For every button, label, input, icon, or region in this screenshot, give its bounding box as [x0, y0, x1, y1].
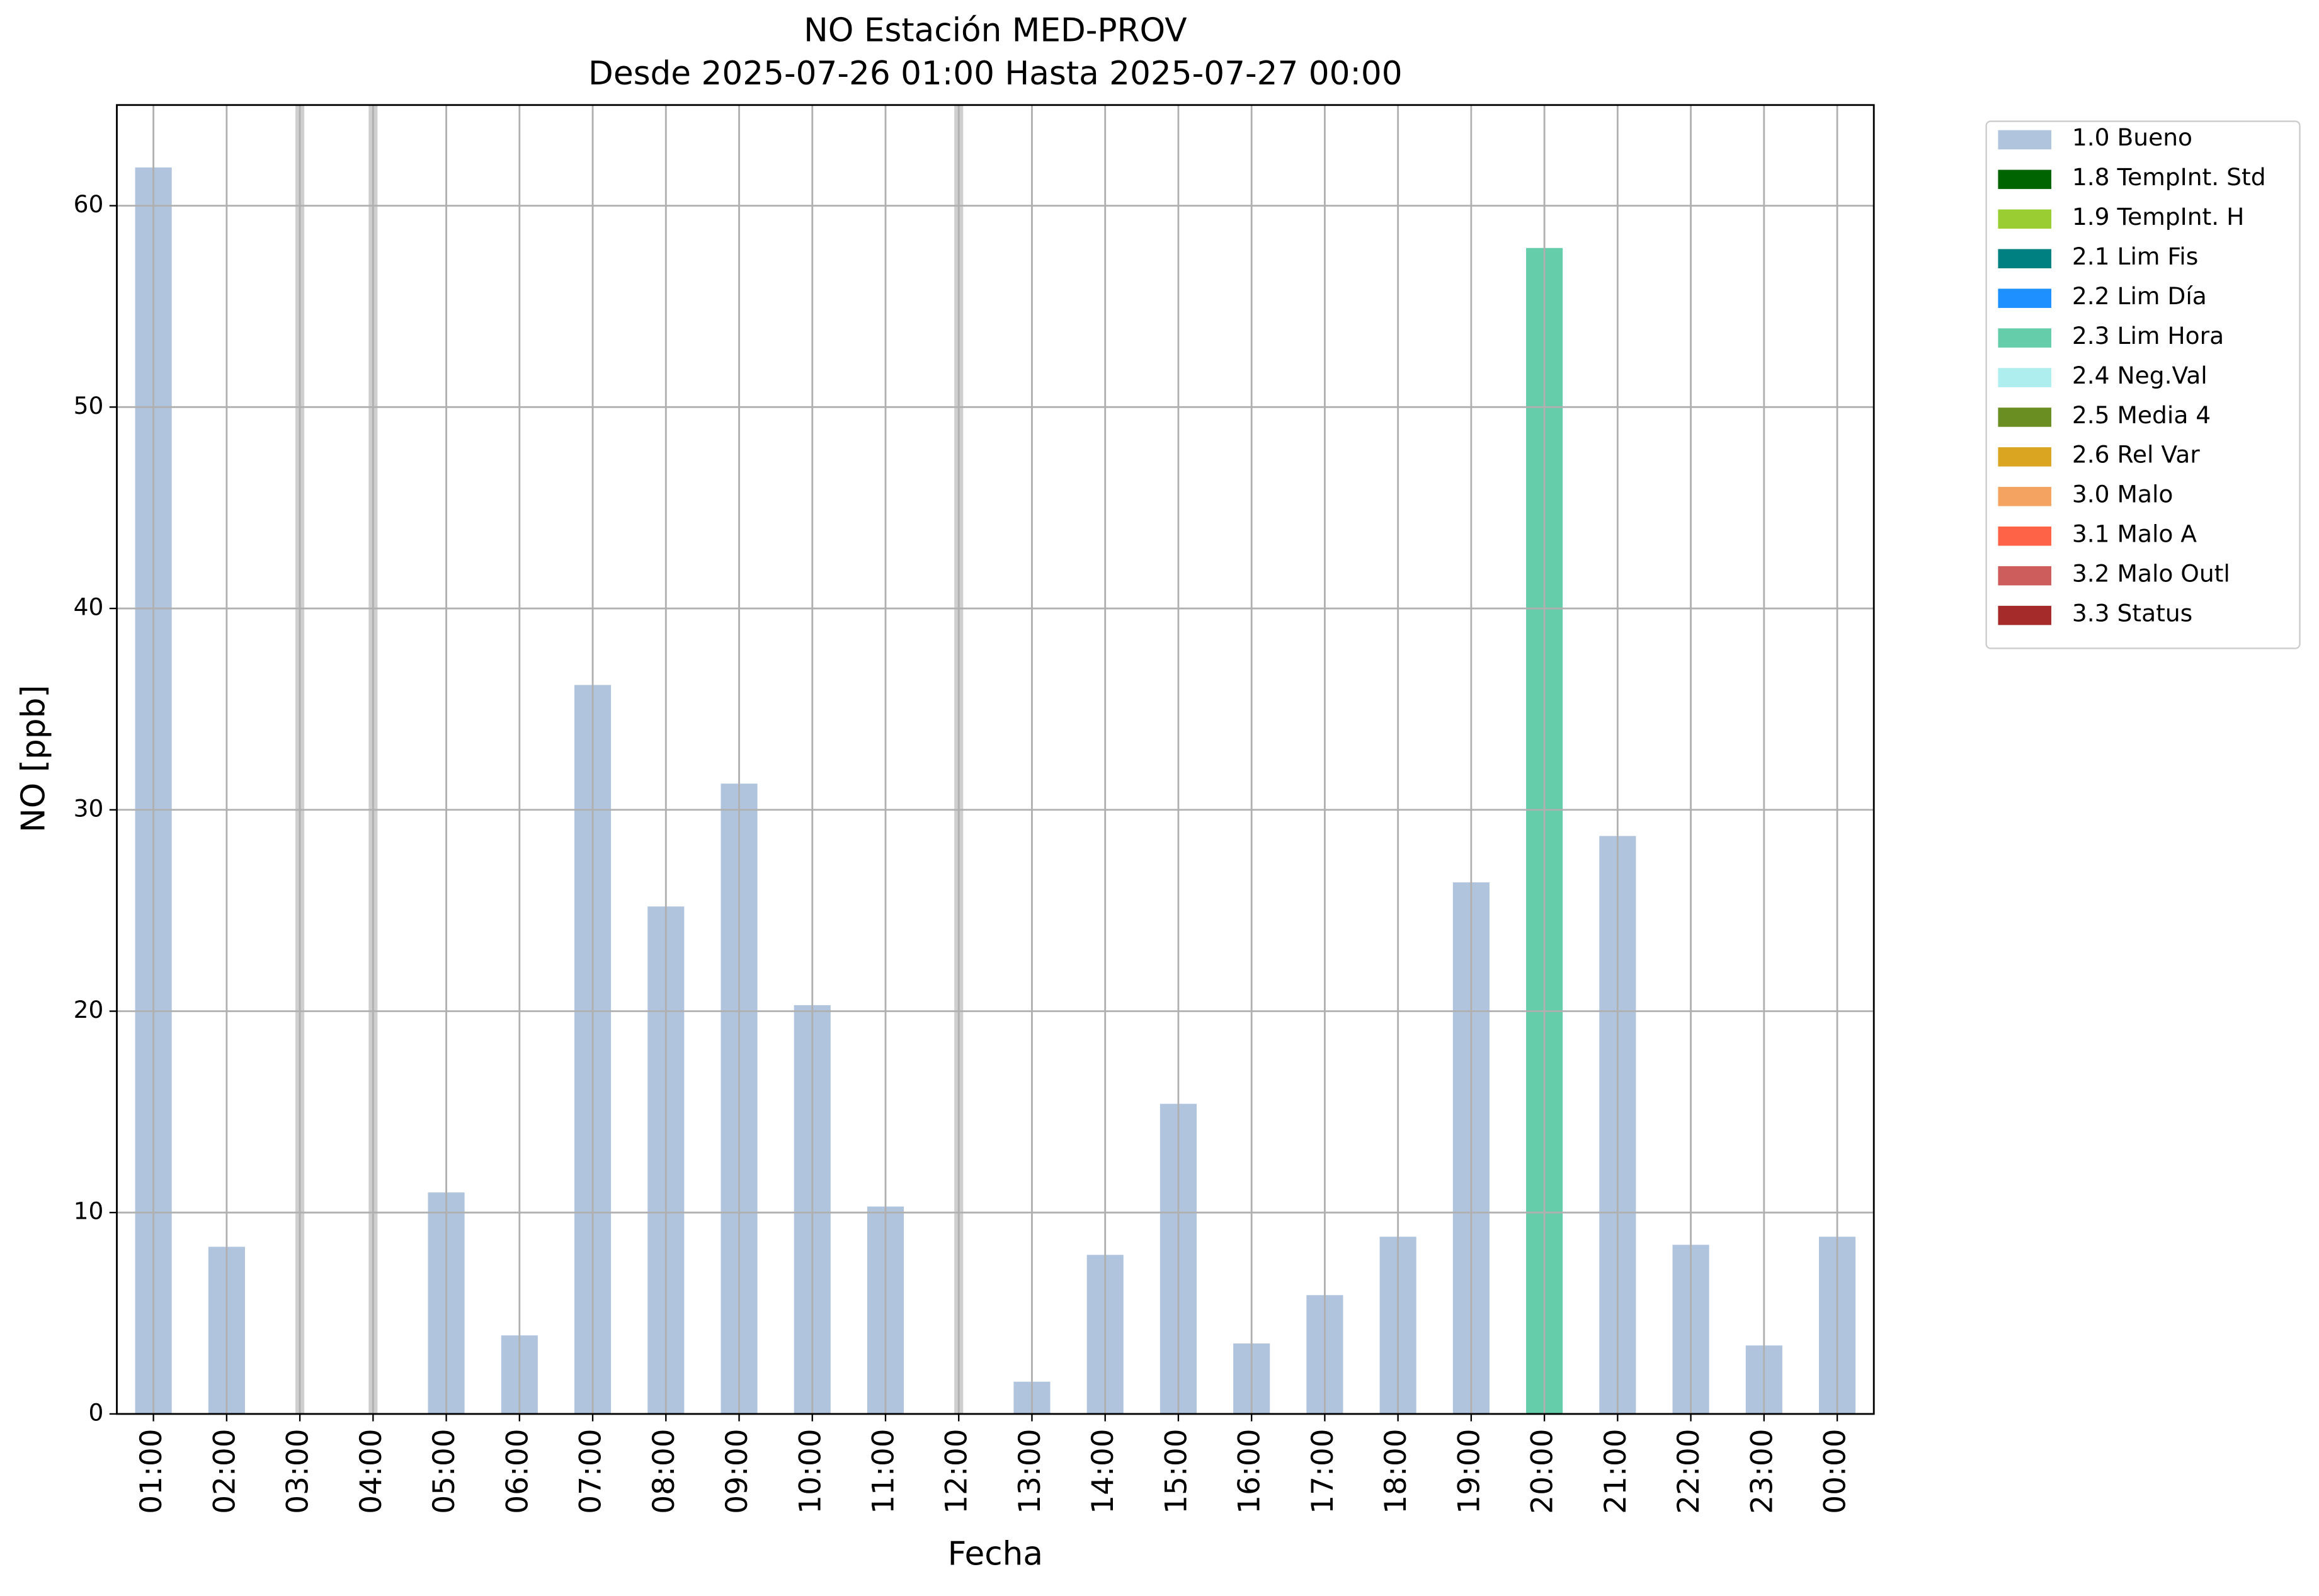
legend-label: 3.1 Malo A	[2072, 520, 2197, 548]
legend-swatch	[1998, 447, 2051, 467]
legend-swatch	[1998, 408, 2051, 427]
x-tick-label: 19:00	[1452, 1428, 1486, 1513]
legend-swatch	[1998, 368, 2051, 387]
legend-label: 1.9 TempInt. H	[2072, 203, 2245, 231]
plot-frame	[116, 104, 1875, 1415]
x-tick-label: 04:00	[354, 1428, 389, 1513]
x-tick-label: 18:00	[1379, 1428, 1413, 1513]
legend-label: 1.8 TempInt. Std	[2072, 163, 2266, 191]
x-tick-label: 13:00	[1013, 1428, 1047, 1513]
legend-swatch	[1998, 209, 2051, 229]
legend-label: 2.2 Lim Día	[2072, 282, 2207, 310]
legend-swatch	[1998, 526, 2051, 546]
x-axis-label: Fecha	[948, 1535, 1043, 1573]
x-tick-label: 22:00	[1672, 1428, 1706, 1513]
x-tick-label: 09:00	[720, 1428, 755, 1513]
x-tick-label: 07:00	[574, 1428, 608, 1513]
legend-swatch	[1998, 249, 2051, 268]
x-tick-label: 14:00	[1086, 1428, 1120, 1513]
legend-swatch	[1998, 288, 2051, 308]
legend-label: 2.4 Neg.Val	[2072, 362, 2208, 389]
legend-label: 3.2 Malo Outl	[2072, 560, 2230, 588]
legend-label: 2.5 Media 4	[2072, 401, 2211, 429]
legend-label: 2.1 Lim Fis	[2072, 242, 2198, 270]
y-tick-label: 60	[74, 190, 104, 218]
x-tick-label: 02:00	[207, 1428, 242, 1513]
x-tick-label: 05:00	[427, 1428, 462, 1513]
y-tick-label: 40	[74, 593, 104, 621]
legend-label: 3.0 Malo	[2072, 481, 2174, 508]
x-tick-label: 21:00	[1598, 1428, 1633, 1513]
y-tick-label: 10	[74, 1197, 104, 1225]
x-tick-label: 00:00	[1818, 1428, 1853, 1513]
x-tick-label: 06:00	[500, 1428, 535, 1513]
legend-box	[1985, 120, 2301, 649]
legend-swatch	[1998, 605, 2051, 625]
legend-swatch	[1998, 328, 2051, 348]
x-tick-label: 16:00	[1233, 1428, 1267, 1513]
x-tick-label: 01:00	[134, 1428, 169, 1513]
legend-label: 1.0 Bueno	[2072, 123, 2192, 151]
legend-swatch	[1998, 130, 2051, 150]
legend-label: 3.3 Status	[2072, 599, 2192, 627]
x-tick-label: 10:00	[793, 1428, 828, 1513]
y-axis-label: NO [ppb]	[14, 685, 52, 832]
x-tick-label: 11:00	[866, 1428, 901, 1513]
y-tick-label: 30	[74, 794, 104, 822]
legend-swatch	[1998, 487, 2051, 506]
x-tick-label: 15:00	[1159, 1428, 1194, 1513]
x-tick-label: 23:00	[1745, 1428, 1779, 1513]
legend-swatch	[1998, 169, 2051, 190]
x-tick-label: 17:00	[1306, 1428, 1340, 1513]
chart-title: NO Estación MED-PROV	[804, 12, 1187, 50]
y-tick-label: 20	[74, 996, 104, 1023]
x-tick-label: 12:00	[940, 1428, 974, 1513]
y-tick-label: 50	[74, 392, 104, 419]
legend-label: 2.3 Lim Hora	[2072, 322, 2224, 350]
x-tick-label: 08:00	[647, 1428, 681, 1513]
x-tick-label: 20:00	[1525, 1428, 1560, 1513]
legend-swatch	[1998, 566, 2051, 586]
chart-subtitle: Desde 2025-07-26 01:00 Hasta 2025-07-27 …	[588, 55, 1403, 93]
legend-label: 2.6 Rel Var	[2072, 441, 2200, 469]
x-tick-label: 03:00	[281, 1428, 316, 1513]
y-tick-label: 0	[88, 1398, 103, 1426]
